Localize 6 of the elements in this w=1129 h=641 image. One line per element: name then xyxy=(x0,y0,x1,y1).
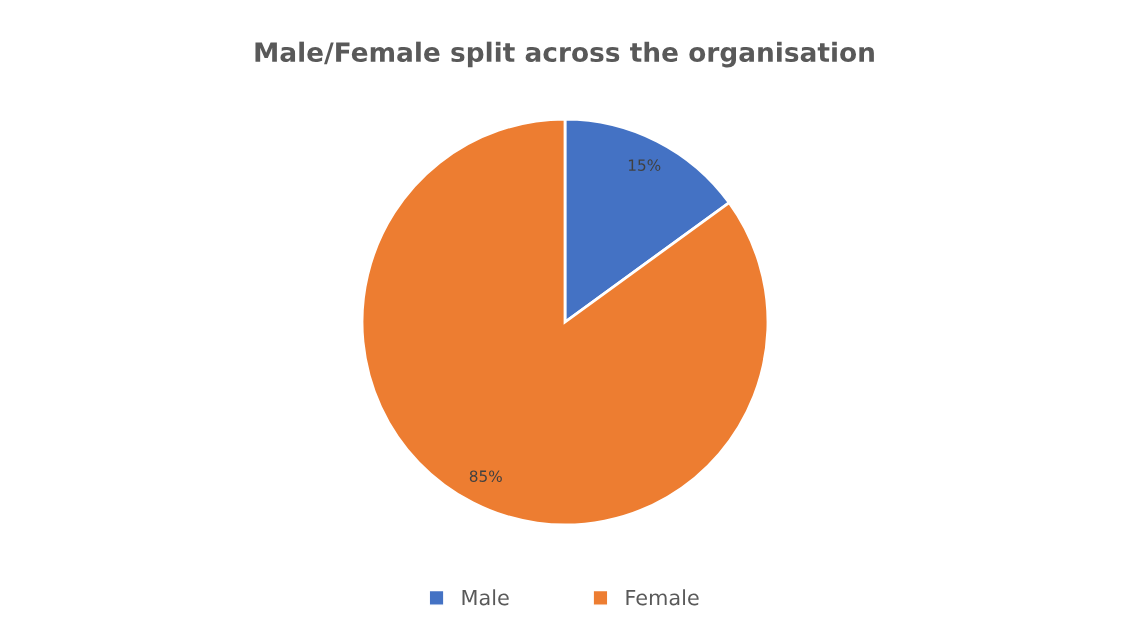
data-label: 85% xyxy=(469,470,502,482)
data-label: 15% xyxy=(628,159,661,171)
legend-label: Male xyxy=(462,589,509,606)
chart-title: Male/Female split across the organisation xyxy=(255,41,874,68)
pie-slice xyxy=(360,117,770,527)
legend-label: Female xyxy=(626,589,699,606)
